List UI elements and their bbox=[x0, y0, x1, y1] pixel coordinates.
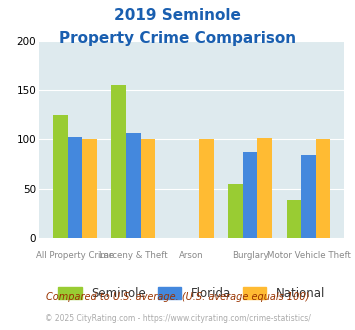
Text: Motor Vehicle Theft: Motor Vehicle Theft bbox=[267, 251, 350, 260]
Bar bbox=[243, 152, 257, 238]
Text: © 2025 CityRating.com - https://www.cityrating.com/crime-statistics/: © 2025 CityRating.com - https://www.city… bbox=[45, 314, 310, 323]
Text: All Property Crime: All Property Crime bbox=[36, 251, 114, 260]
Legend: Seminole, Florida, National: Seminole, Florida, National bbox=[53, 282, 330, 304]
Bar bbox=[301, 155, 316, 238]
Bar bbox=[316, 139, 331, 238]
Bar bbox=[82, 139, 97, 238]
Bar bbox=[126, 133, 141, 238]
Bar bbox=[286, 200, 301, 238]
Bar bbox=[228, 183, 243, 238]
Text: Burglary: Burglary bbox=[232, 251, 268, 260]
Bar bbox=[53, 115, 67, 238]
Bar bbox=[257, 139, 272, 238]
Bar bbox=[67, 138, 82, 238]
Text: Compared to U.S. average. (U.S. average equals 100): Compared to U.S. average. (U.S. average … bbox=[46, 292, 309, 302]
Bar bbox=[199, 139, 214, 238]
Text: Property Crime Comparison: Property Crime Comparison bbox=[59, 31, 296, 46]
Bar bbox=[141, 139, 155, 238]
Text: 2019 Seminole: 2019 Seminole bbox=[114, 8, 241, 23]
Text: Larceny & Theft: Larceny & Theft bbox=[99, 251, 168, 260]
Bar bbox=[111, 85, 126, 238]
Text: Arson: Arson bbox=[179, 251, 204, 260]
